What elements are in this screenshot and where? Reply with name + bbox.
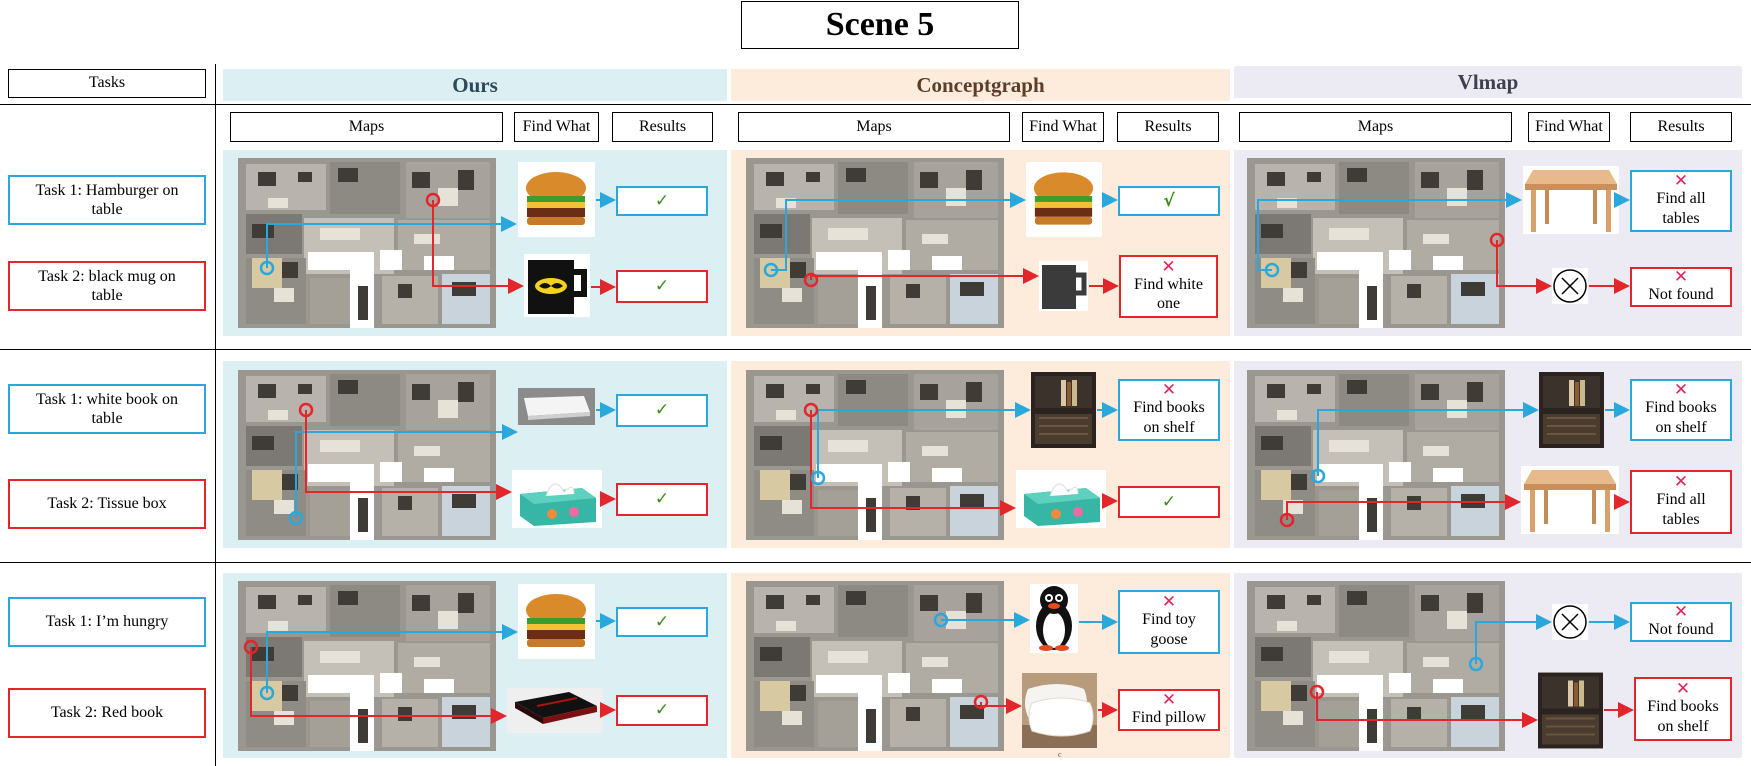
subheader-results-vlmap: Results: [1630, 112, 1732, 142]
scene-title: Scene 5: [741, 1, 1019, 49]
result-conceptgraph-row1-task2: ✕ Find white one: [1119, 255, 1218, 318]
table-image: [1521, 466, 1619, 534]
task-2-row3: Task 2: Red book: [8, 688, 206, 738]
subheader-findwhat-vlmap: Find What: [1528, 112, 1610, 142]
result-ours-row2-task2: ✓: [616, 483, 708, 516]
result-conceptgraph-row2-task1: ✕ Find books on shelf: [1118, 379, 1220, 441]
subheader-maps-vlmap: Maps: [1239, 112, 1512, 142]
result-ours-row3-task1: ✓: [616, 607, 708, 637]
result-vlmap-row2-task2: ✕ Find all tables: [1630, 470, 1732, 534]
result-vlmap-row3-task1: ✕ Not found: [1630, 602, 1732, 642]
result-vlmap-row1-task1: ✕ Find all tables: [1630, 170, 1732, 232]
bookshelf-image: [1031, 372, 1096, 448]
pillow-image: [1022, 673, 1097, 748]
hamburger-image: [1026, 162, 1102, 237]
not-found-icon: [1552, 268, 1588, 304]
map-vlmap-row3: [1247, 581, 1505, 751]
task-1-row1: Task 1: Hamburger on table: [8, 175, 206, 225]
map-ours-row2: [238, 370, 496, 540]
red-book-image: [507, 688, 603, 733]
task-1-row2: Task 1: white book on table: [8, 384, 206, 434]
task-2-row2: Task 2: Tissue box: [8, 479, 206, 529]
table-image: [1523, 166, 1619, 234]
map-ours-row1: [238, 158, 496, 328]
method-header-vlmap: Vlmap: [1234, 66, 1742, 98]
black-mug-image: [524, 254, 590, 317]
method-header-conceptgraph: Conceptgraph: [731, 69, 1230, 101]
result-ours-row3-task2: ✓: [616, 695, 708, 726]
method-header-ours: Ours: [223, 69, 727, 101]
map-ours-row3: [238, 581, 496, 751]
grey-mug-image: [1039, 261, 1088, 311]
bookshelf-image: [1539, 372, 1604, 448]
result-conceptgraph-row3-task2: ✕ Find pillow: [1118, 689, 1220, 731]
subheader-findwhat-ours: Find What: [514, 112, 599, 142]
subheader-maps-conceptgraph: Maps: [738, 112, 1010, 142]
result-conceptgraph-row1-task1: √: [1118, 186, 1220, 216]
map-conceptgraph-row2: [746, 370, 1004, 540]
result-ours-row2-task1: ✓: [616, 394, 708, 427]
result-vlmap-row2-task1: ✕ Find books on shelf: [1630, 379, 1732, 441]
hamburger-image: [518, 584, 595, 659]
result-conceptgraph-row3-task1: ✕ Find toy goose: [1118, 590, 1220, 654]
hamburger-image: [518, 162, 595, 237]
map-conceptgraph-row1: [746, 158, 1004, 328]
toy-penguin-image: [1030, 584, 1078, 653]
map-vlmap-row1: [1247, 158, 1505, 328]
tissue-box-image: [512, 470, 602, 528]
row-rule-2: [0, 562, 1751, 563]
subheader-results-conceptgraph: Results: [1117, 112, 1219, 142]
tasks-column-rule: [215, 64, 216, 766]
header-rule: [0, 104, 1751, 105]
white-book-image: [518, 388, 595, 425]
footnote: c: [1058, 750, 1062, 759]
task-2-row1: Task 2: black mug on table: [8, 261, 206, 311]
bookshelf-image: [1538, 672, 1603, 749]
result-ours-row1-task1: ✓: [616, 186, 708, 216]
tasks-header: Tasks: [8, 69, 206, 98]
result-ours-row1-task2: ✓: [616, 270, 708, 303]
map-conceptgraph-row3: [746, 581, 1004, 751]
subheader-findwhat-conceptgraph: Find What: [1022, 112, 1104, 142]
row-rule-1: [0, 349, 1751, 350]
task-1-row3: Task 1: I’m hungry: [8, 597, 206, 647]
result-vlmap-row3-task2: ✕ Find books on shelf: [1634, 677, 1732, 741]
subheader-maps-ours: Maps: [230, 112, 503, 142]
tissue-box-image: [1016, 470, 1106, 528]
map-vlmap-row2: [1247, 370, 1505, 540]
subheader-results-ours: Results: [612, 112, 713, 142]
result-vlmap-row1-task2: ✕ Not found: [1630, 267, 1732, 307]
result-conceptgraph-row2-task2: ✓: [1118, 486, 1220, 518]
not-found-icon: [1552, 604, 1588, 640]
